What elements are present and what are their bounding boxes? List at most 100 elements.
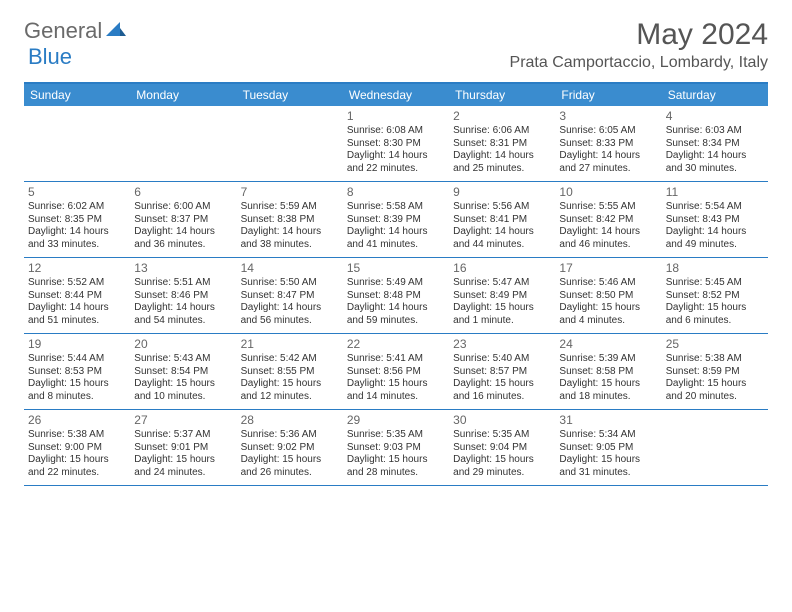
day-number: 26 xyxy=(28,413,126,428)
day-info: Daylight: 14 hours xyxy=(347,226,445,239)
title-block: May 2024 Prata Camportaccio, Lombardy, I… xyxy=(510,18,768,72)
day-cell: 21Sunrise: 5:42 AMSunset: 8:55 PMDayligh… xyxy=(237,334,343,409)
day-info: Daylight: 15 hours xyxy=(28,454,126,467)
weekday-tuesday: Tuesday xyxy=(237,84,343,106)
day-info: Sunset: 8:42 PM xyxy=(559,214,657,227)
day-cell: 31Sunrise: 5:34 AMSunset: 9:05 PMDayligh… xyxy=(555,410,661,485)
day-info: Sunrise: 5:37 AM xyxy=(134,429,232,442)
day-info: Daylight: 14 hours xyxy=(347,302,445,315)
day-cell: 26Sunrise: 5:38 AMSunset: 9:00 PMDayligh… xyxy=(24,410,130,485)
day-info: Daylight: 15 hours xyxy=(453,302,551,315)
day-info: Sunset: 8:30 PM xyxy=(347,138,445,151)
day-info: and 14 minutes. xyxy=(347,391,445,404)
day-info: Sunrise: 5:38 AM xyxy=(28,429,126,442)
day-info: Sunset: 8:57 PM xyxy=(453,366,551,379)
day-cell: 24Sunrise: 5:39 AMSunset: 8:58 PMDayligh… xyxy=(555,334,661,409)
weekday-sunday: Sunday xyxy=(24,84,130,106)
week-row: 12Sunrise: 5:52 AMSunset: 8:44 PMDayligh… xyxy=(24,258,768,334)
day-number: 13 xyxy=(134,261,232,276)
day-info: and 46 minutes. xyxy=(559,239,657,252)
day-number: 31 xyxy=(559,413,657,428)
day-info: Sunset: 9:02 PM xyxy=(241,442,339,455)
logo-text-general: General xyxy=(24,18,102,44)
day-info: and 51 minutes. xyxy=(28,315,126,328)
logo-text-blue: Blue xyxy=(28,44,72,69)
day-cell: 19Sunrise: 5:44 AMSunset: 8:53 PMDayligh… xyxy=(24,334,130,409)
day-info: Sunset: 8:54 PM xyxy=(134,366,232,379)
day-info: Daylight: 14 hours xyxy=(559,150,657,163)
day-cell xyxy=(24,106,130,181)
day-info: Daylight: 15 hours xyxy=(559,378,657,391)
day-info: Daylight: 14 hours xyxy=(666,226,764,239)
day-info: Sunset: 8:47 PM xyxy=(241,290,339,303)
day-number: 10 xyxy=(559,185,657,200)
day-info: and 28 minutes. xyxy=(347,467,445,480)
weekday-monday: Monday xyxy=(130,84,236,106)
day-info: Sunset: 8:49 PM xyxy=(453,290,551,303)
day-info: Daylight: 15 hours xyxy=(559,454,657,467)
day-info: Sunset: 8:53 PM xyxy=(28,366,126,379)
day-info: Sunrise: 6:00 AM xyxy=(134,201,232,214)
weekday-row: SundayMondayTuesdayWednesdayThursdayFrid… xyxy=(24,84,768,106)
day-info: Sunrise: 5:54 AM xyxy=(666,201,764,214)
day-info: Daylight: 14 hours xyxy=(28,302,126,315)
day-number: 20 xyxy=(134,337,232,352)
day-cell: 29Sunrise: 5:35 AMSunset: 9:03 PMDayligh… xyxy=(343,410,449,485)
weeks-container: 1Sunrise: 6:08 AMSunset: 8:30 PM Daylight… xyxy=(24,106,768,486)
day-cell: 15Sunrise: 5:49 AMSunset: 8:48 PMDayligh… xyxy=(343,258,449,333)
month-title: May 2024 xyxy=(510,18,768,52)
day-info: and 6 minutes. xyxy=(666,315,764,328)
day-number: 1 xyxy=(347,109,445,124)
day-info: Sunset: 8:37 PM xyxy=(134,214,232,227)
week-row: 26Sunrise: 5:38 AMSunset: 9:00 PMDayligh… xyxy=(24,410,768,486)
day-number: 4 xyxy=(666,109,764,124)
day-info: Daylight: 15 hours xyxy=(347,454,445,467)
day-cell: 18Sunrise: 5:45 AMSunset: 8:52 PMDayligh… xyxy=(662,258,768,333)
day-info: Sunrise: 5:42 AM xyxy=(241,353,339,366)
day-cell: 25Sunrise: 5:38 AMSunset: 8:59 PMDayligh… xyxy=(662,334,768,409)
day-info: Sunset: 8:33 PM xyxy=(559,138,657,151)
day-info: and 49 minutes. xyxy=(666,239,764,252)
day-info: and 59 minutes. xyxy=(347,315,445,328)
day-number: 27 xyxy=(134,413,232,428)
day-cell: 3Sunrise: 6:05 AMSunset: 8:33 PMDaylight… xyxy=(555,106,661,181)
day-number: 25 xyxy=(666,337,764,352)
logo: General xyxy=(24,18,128,44)
day-info: Sunrise: 5:51 AM xyxy=(134,277,232,290)
day-info: Sunrise: 5:35 AM xyxy=(347,429,445,442)
day-cell: 14Sunrise: 5:50 AMSunset: 8:47 PMDayligh… xyxy=(237,258,343,333)
day-number: 9 xyxy=(453,185,551,200)
day-info: Sunrise: 5:44 AM xyxy=(28,353,126,366)
day-info: Sunrise: 6:08 AM xyxy=(347,125,445,138)
day-info: Daylight: 14 hours xyxy=(453,150,551,163)
day-cell xyxy=(130,106,236,181)
day-info: Daylight: 14 hours xyxy=(559,226,657,239)
day-info: Sunset: 8:50 PM xyxy=(559,290,657,303)
day-info: Daylight: 15 hours xyxy=(347,378,445,391)
day-info: Sunrise: 5:35 AM xyxy=(453,429,551,442)
day-info: Sunrise: 5:58 AM xyxy=(347,201,445,214)
day-info: Sunset: 9:04 PM xyxy=(453,442,551,455)
day-info: and 16 minutes. xyxy=(453,391,551,404)
day-info: Daylight: 15 hours xyxy=(453,454,551,467)
day-info: Sunrise: 5:36 AM xyxy=(241,429,339,442)
day-info: Daylight: 14 hours xyxy=(453,226,551,239)
day-info: Daylight: 15 hours xyxy=(241,454,339,467)
day-info: and 8 minutes. xyxy=(28,391,126,404)
day-number: 22 xyxy=(347,337,445,352)
day-number: 8 xyxy=(347,185,445,200)
day-info: and 44 minutes. xyxy=(453,239,551,252)
day-info: Daylight: 15 hours xyxy=(134,454,232,467)
day-info: Sunset: 8:38 PM xyxy=(241,214,339,227)
day-info: Sunset: 8:55 PM xyxy=(241,366,339,379)
day-cell xyxy=(237,106,343,181)
day-number: 14 xyxy=(241,261,339,276)
day-number: 23 xyxy=(453,337,551,352)
day-cell: 7Sunrise: 5:59 AMSunset: 8:38 PMDaylight… xyxy=(237,182,343,257)
day-number: 18 xyxy=(666,261,764,276)
day-info: Sunrise: 6:02 AM xyxy=(28,201,126,214)
day-info: Daylight: 15 hours xyxy=(241,378,339,391)
day-cell: 17Sunrise: 5:46 AMSunset: 8:50 PMDayligh… xyxy=(555,258,661,333)
day-info: Sunset: 9:00 PM xyxy=(28,442,126,455)
day-info: Sunrise: 5:45 AM xyxy=(666,277,764,290)
